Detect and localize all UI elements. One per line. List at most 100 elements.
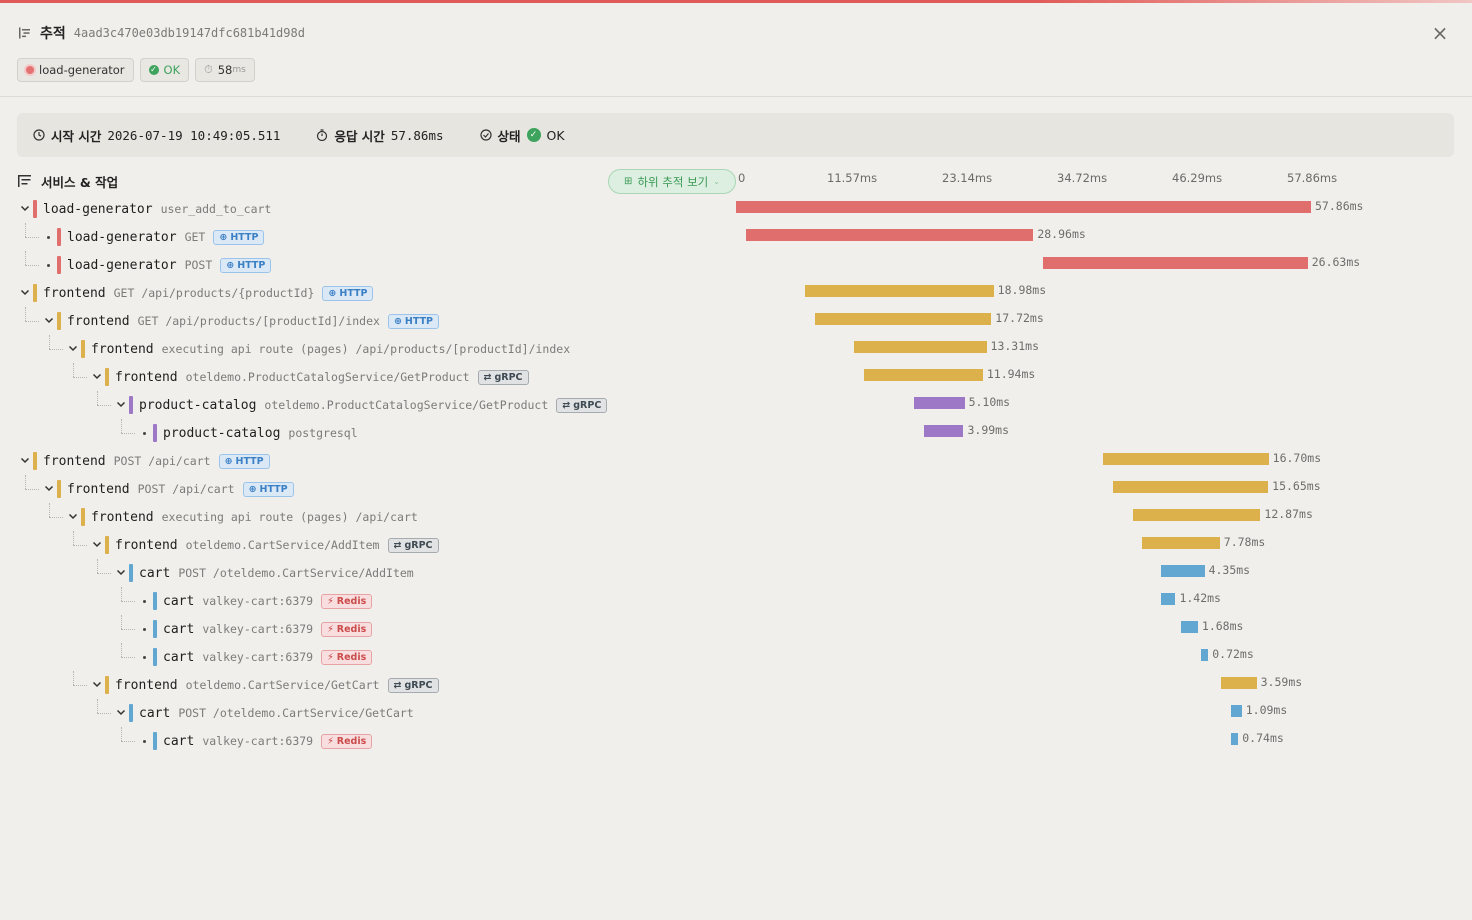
protocol-badge: ⚡ Redis <box>321 733 373 749</box>
span-row[interactable]: cart POST /oteldemo.CartService/GetCart 1.… <box>0 699 1472 727</box>
chevron-down-icon[interactable] <box>114 398 128 412</box>
span-operation: GET /api/products/[productId]/index <box>137 314 380 328</box>
chevron-down-icon[interactable] <box>66 510 80 524</box>
chevron-down-icon[interactable] <box>66 342 80 356</box>
span-label: load-generator user_add_to_cart <box>43 201 271 217</box>
span-service-name: cart <box>139 565 171 581</box>
span-row[interactable]: frontend executing api route (pages) /api… <box>0 503 1472 531</box>
span-row[interactable]: load-generator user_add_to_cart 57.86ms <box>0 195 1472 223</box>
service-chip[interactable]: load-generator <box>17 58 134 82</box>
span-duration-bar[interactable] <box>923 425 964 437</box>
span-duration-bar[interactable] <box>1112 481 1269 493</box>
span-label: product-catalog postgresql <box>163 425 358 441</box>
span-row[interactable]: frontend executing api route (pages) /api… <box>0 335 1472 363</box>
span-row[interactable]: frontend oteldemo.CartService/AddItem ⇄ gRP… <box>0 531 1472 559</box>
span-duration-bar[interactable] <box>815 313 992 325</box>
trace-chips: load-generator ✓ OK ⏱ 58 ms <box>17 58 255 82</box>
span-duration-bar[interactable] <box>805 285 994 297</box>
span-row[interactable]: frontend oteldemo.CartService/GetCart ⇄ gRP… <box>0 671 1472 699</box>
span-operation: GET /api/products/{productId} <box>113 286 315 300</box>
span-row[interactable]: frontend POST /api/cart ⊕ HTTP 16.70ms <box>0 447 1472 475</box>
chevron-down-icon[interactable] <box>18 202 32 216</box>
span-row[interactable]: cart valkey-cart:6379 ⚡ Redis 0.72ms <box>0 643 1472 671</box>
chevron-down-icon[interactable] <box>18 454 32 468</box>
page-title: 추적 <box>40 26 66 42</box>
span-duration-bar[interactable] <box>1161 565 1205 577</box>
span-duration-bar[interactable] <box>913 397 965 409</box>
http-icon: ⊕ <box>226 259 235 271</box>
tree-header: 서비스 & 작업 <box>17 170 118 192</box>
span-row[interactable]: frontend POST /api/cart ⊕ HTTP 15.65ms <box>0 475 1472 503</box>
span-duration-bar[interactable] <box>1043 257 1308 269</box>
service-color-bar <box>57 480 61 498</box>
span-duration-bar[interactable] <box>1201 649 1209 661</box>
service-color-bar <box>57 228 61 246</box>
grpc-icon: ⇄ <box>483 371 492 383</box>
span-row[interactable]: cart valkey-cart:6379 ⚡ Redis 1.42ms <box>0 587 1472 615</box>
span-label: frontend oteldemo.CartService/GetCart ⇄ gRP… <box>115 677 439 693</box>
span-duration-bar[interactable] <box>1220 677 1257 689</box>
status-chip[interactable]: ✓ OK <box>139 58 190 82</box>
span-service-name: frontend <box>91 509 154 525</box>
span-service-name: cart <box>163 733 195 749</box>
tree-guide-branch <box>97 713 111 714</box>
sub-trace-button[interactable]: ⊞ 하위 추적 보기 ⌄ <box>608 169 736 194</box>
chevron-down-icon[interactable] <box>18 286 32 300</box>
tree-guide-line <box>73 363 74 377</box>
span-operation: oteldemo.CartService/GetCart <box>185 678 380 692</box>
span-label: cart POST /oteldemo.CartService/GetCart <box>139 705 414 721</box>
span-duration-bar[interactable] <box>1161 593 1176 605</box>
span-duration-label: 57.86ms <box>1315 199 1364 213</box>
duration-chip[interactable]: ⏱ 58 ms <box>195 58 255 82</box>
span-row[interactable]: load-generator GET ⊕ HTTP 28.96ms <box>0 223 1472 251</box>
chevron-down-icon[interactable] <box>114 706 128 720</box>
service-color-bar <box>81 340 85 358</box>
chevron-down-icon[interactable] <box>90 678 104 692</box>
chevron-down-icon[interactable] <box>90 370 104 384</box>
protocol-badge-label: gRPC <box>404 539 433 551</box>
span-duration-bar[interactable] <box>736 201 1311 213</box>
span-duration-bar[interactable] <box>745 229 1034 241</box>
span-duration-bar[interactable] <box>1230 705 1242 717</box>
service-color-bar <box>153 592 157 610</box>
span-row[interactable]: frontend oteldemo.ProductCatalogService/G… <box>0 363 1472 391</box>
span-label: frontend oteldemo.ProductCatalogService/G… <box>115 369 529 385</box>
chevron-down-icon[interactable] <box>42 314 56 328</box>
span-row[interactable]: cart valkey-cart:6379 ⚡ Redis 0.74ms <box>0 727 1472 755</box>
span-row[interactable]: product-catalog oteldemo.ProductCatalogSe… <box>0 391 1472 419</box>
span-duration-bar[interactable] <box>1181 621 1198 633</box>
span-duration-bar[interactable] <box>1102 453 1269 465</box>
span-duration-label: 16.70ms <box>1272 451 1322 465</box>
leaf-dot-icon <box>143 656 146 659</box>
chevron-down-icon[interactable] <box>90 538 104 552</box>
span-row[interactable]: frontend GET /api/products/{productId} ⊕ HT… <box>0 279 1472 307</box>
span-row[interactable]: product-catalog postgresql 3.99ms <box>0 419 1472 447</box>
tree-guide-branch <box>25 265 39 266</box>
service-color-bar <box>33 284 37 302</box>
span-duration-bar[interactable] <box>1230 733 1239 745</box>
span-label: frontend POST /api/cart ⊕ HTTP <box>43 453 270 469</box>
service-color-bar <box>129 564 133 582</box>
span-row[interactable]: frontend GET /api/products/[productId]/in… <box>0 307 1472 335</box>
span-operation: executing api route (pages) /api/cart <box>161 510 418 524</box>
span-operation: user_add_to_cart <box>160 202 272 216</box>
clock-icon <box>33 129 45 141</box>
status-icon <box>479 129 492 141</box>
service-color-bar <box>105 536 109 554</box>
span-row[interactable]: load-generator POST ⊕ HTTP 26.63ms <box>0 251 1472 279</box>
span-duration-bar[interactable] <box>854 341 987 353</box>
chevron-down-icon[interactable] <box>114 566 128 580</box>
span-row[interactable]: cart POST /oteldemo.CartService/AddItem 4.… <box>0 559 1472 587</box>
span-duration-bar[interactable] <box>1142 537 1220 549</box>
chevron-down-icon[interactable] <box>42 482 56 496</box>
protocol-badge: ⇄ gRPC <box>477 369 529 385</box>
span-duration-bar[interactable] <box>1132 509 1261 521</box>
span-operation: valkey-cart:6379 <box>202 622 314 636</box>
span-operation: executing api route (pages) /api/product… <box>161 342 571 356</box>
close-icon[interactable]: × <box>1431 21 1449 45</box>
response-time: 응답 시간 57.86ms <box>316 126 444 145</box>
span-operation: POST <box>184 258 213 272</box>
span-label: frontend executing api route (pages) /api… <box>91 509 418 525</box>
span-row[interactable]: cart valkey-cart:6379 ⚡ Redis 1.68ms <box>0 615 1472 643</box>
span-duration-bar[interactable] <box>864 369 983 381</box>
